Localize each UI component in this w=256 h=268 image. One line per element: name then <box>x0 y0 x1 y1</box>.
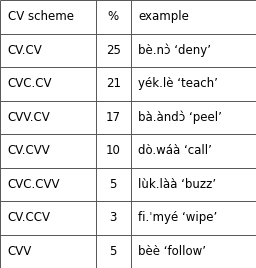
Text: yék.lè ‘teach’: yék.lè ‘teach’ <box>138 77 218 90</box>
Text: fi.ˈmyé ‘wipe’: fi.ˈmyé ‘wipe’ <box>138 211 218 224</box>
Text: 21: 21 <box>106 77 121 90</box>
Text: CVC.CVV: CVC.CVV <box>8 178 60 191</box>
Text: dò.wáà ‘call’: dò.wáà ‘call’ <box>138 144 212 157</box>
Text: CVC.CV: CVC.CV <box>8 77 52 90</box>
Text: CV.CVV: CV.CVV <box>8 144 50 157</box>
Text: 25: 25 <box>106 44 121 57</box>
Text: lùk.làà ‘buzz’: lùk.làà ‘buzz’ <box>138 178 216 191</box>
Text: CVV: CVV <box>8 245 32 258</box>
Text: bè.nɔ̀ ‘deny’: bè.nɔ̀ ‘deny’ <box>138 43 211 57</box>
Text: CVV.CV: CVV.CV <box>8 111 50 124</box>
Text: 5: 5 <box>110 245 117 258</box>
Text: bà.àndɔ̀ ‘peel’: bà.àndɔ̀ ‘peel’ <box>138 110 222 124</box>
Text: bèè ‘follow’: bèè ‘follow’ <box>138 245 206 258</box>
Text: CV.CCV: CV.CCV <box>8 211 51 224</box>
Text: 5: 5 <box>110 178 117 191</box>
Text: 10: 10 <box>106 144 121 157</box>
Text: example: example <box>138 10 189 23</box>
Text: %: % <box>108 10 119 23</box>
Text: CV scheme: CV scheme <box>8 10 74 23</box>
Text: 17: 17 <box>106 111 121 124</box>
Text: CV.CV: CV.CV <box>8 44 42 57</box>
Text: 3: 3 <box>110 211 117 224</box>
